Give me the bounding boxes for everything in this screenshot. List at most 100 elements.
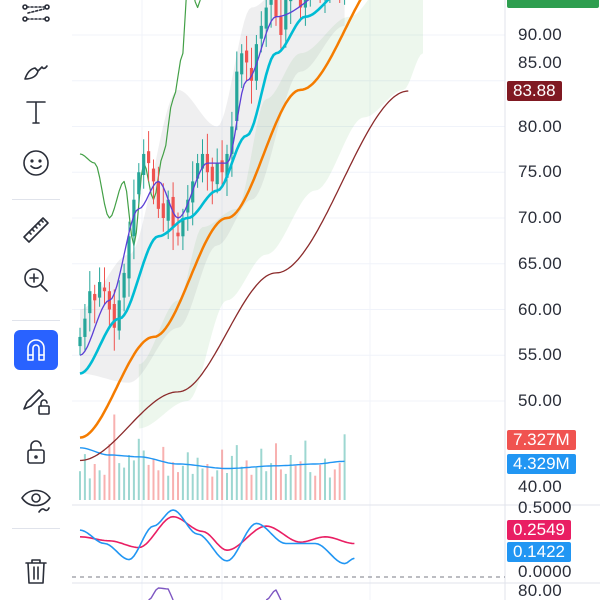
candle-body (93, 293, 97, 301)
volume-bar (157, 470, 160, 500)
price-label: 75.00 (518, 162, 563, 181)
candle-body (269, 0, 273, 5)
macd-label: 0.0000 (518, 562, 572, 581)
volume-bar (103, 474, 106, 500)
volume-bar (118, 463, 121, 500)
volume-bar (162, 446, 165, 500)
price-label: 70.00 (518, 208, 563, 227)
tool-measure-button[interactable] (14, 210, 58, 250)
candle-body (235, 71, 239, 122)
volume-bar (83, 454, 86, 500)
price-label: 60.00 (518, 300, 563, 319)
tool-trend-line-tools-button[interactable] (14, 0, 58, 36)
volume-bar (181, 465, 184, 500)
sma-fast-line (79, 0, 310, 356)
volume-bar (333, 469, 336, 500)
volume-bar (172, 462, 175, 500)
tool-zoom-in-button[interactable] (14, 260, 58, 300)
volume-bar (88, 478, 91, 500)
trash-icon (25, 559, 47, 584)
candle-body (161, 203, 165, 218)
volume-bar (137, 438, 140, 500)
volume-bar (235, 445, 238, 500)
volume-ma-line (79, 447, 345, 470)
volume-bar (177, 472, 179, 500)
candle-body (225, 153, 229, 178)
candle-body (83, 318, 87, 337)
tool-stay-in-drawing-mode-button[interactable] (14, 381, 58, 421)
toolbar-divider (12, 320, 60, 321)
volume-bar (289, 455, 292, 500)
candle-body (186, 199, 190, 213)
volume-tag: 7.327M (507, 430, 576, 450)
candle-body (147, 151, 151, 164)
candle-body (132, 199, 136, 237)
candle-body (137, 172, 141, 195)
candle-body (156, 181, 160, 209)
volume-bar (299, 461, 302, 500)
volume-bar (132, 460, 135, 500)
candle-body (245, 50, 249, 63)
tool-emoji-button[interactable] (14, 143, 58, 183)
candle-body (117, 300, 121, 331)
chart-area[interactable] (72, 0, 600, 601)
candle-body (230, 126, 234, 154)
magnet-icon (27, 339, 45, 361)
candle-body (215, 163, 219, 185)
last-price-tag: 83.88 (507, 81, 562, 101)
lower-pane-line (265, 589, 282, 601)
drawing-toolbar (0, 0, 72, 600)
toolbar-divider (12, 528, 60, 529)
candle-body (88, 291, 92, 314)
volume-bar (226, 473, 228, 500)
price-label: 65.00 (518, 254, 563, 273)
tool-magnet-button[interactable] (14, 330, 58, 370)
volume-bar (196, 457, 199, 500)
lower-pane-label: 80.00 (518, 581, 563, 600)
volume-bar (270, 463, 273, 500)
volume-bar (294, 465, 297, 500)
volume-bar (240, 466, 243, 500)
tool-text-button[interactable] (14, 92, 58, 132)
candle-body (127, 236, 131, 279)
candle-body (176, 232, 180, 237)
volume-bar (343, 434, 346, 500)
volume-bar (152, 458, 155, 500)
eye-icon (21, 489, 51, 513)
candle-body (298, 0, 303, 8)
volume-bar (319, 464, 322, 500)
price-label: 40.00 (518, 477, 563, 496)
volume-bar (279, 469, 282, 500)
tool-brush-button[interactable] (14, 48, 58, 88)
tool-remove-drawings-button[interactable] (14, 551, 58, 591)
candle-body (303, 0, 307, 8)
volume-bar (324, 458, 326, 500)
chart-canvas[interactable] (72, 0, 600, 601)
volume-bar (142, 450, 145, 500)
tool-lock-drawings-button[interactable] (14, 431, 58, 471)
candle-body (240, 53, 244, 75)
tool-hide-drawings-button[interactable] (14, 480, 58, 520)
price-label: 80.00 (518, 117, 563, 136)
volume-bar (108, 444, 111, 500)
volume-bar (221, 449, 224, 500)
volume-bar (206, 464, 209, 500)
volume-bar (79, 471, 81, 500)
volume-bar (201, 468, 204, 500)
candle-body (196, 163, 200, 179)
volume-bar (98, 470, 101, 500)
candle-body (279, 16, 283, 35)
volume-bar (265, 471, 268, 500)
candle-body (259, 25, 263, 39)
unlock-icon (27, 440, 45, 464)
volume-bar (113, 414, 116, 500)
ichimoku-cloud (138, 0, 423, 429)
candle-body (210, 166, 214, 182)
trend-lines-icon (22, 4, 50, 22)
ruler-icon (23, 217, 49, 243)
volume-bar (304, 440, 307, 500)
volume-bar (147, 464, 150, 500)
price-label: 55.00 (518, 345, 563, 364)
volume-bar (123, 467, 126, 500)
candle-body (166, 199, 170, 221)
